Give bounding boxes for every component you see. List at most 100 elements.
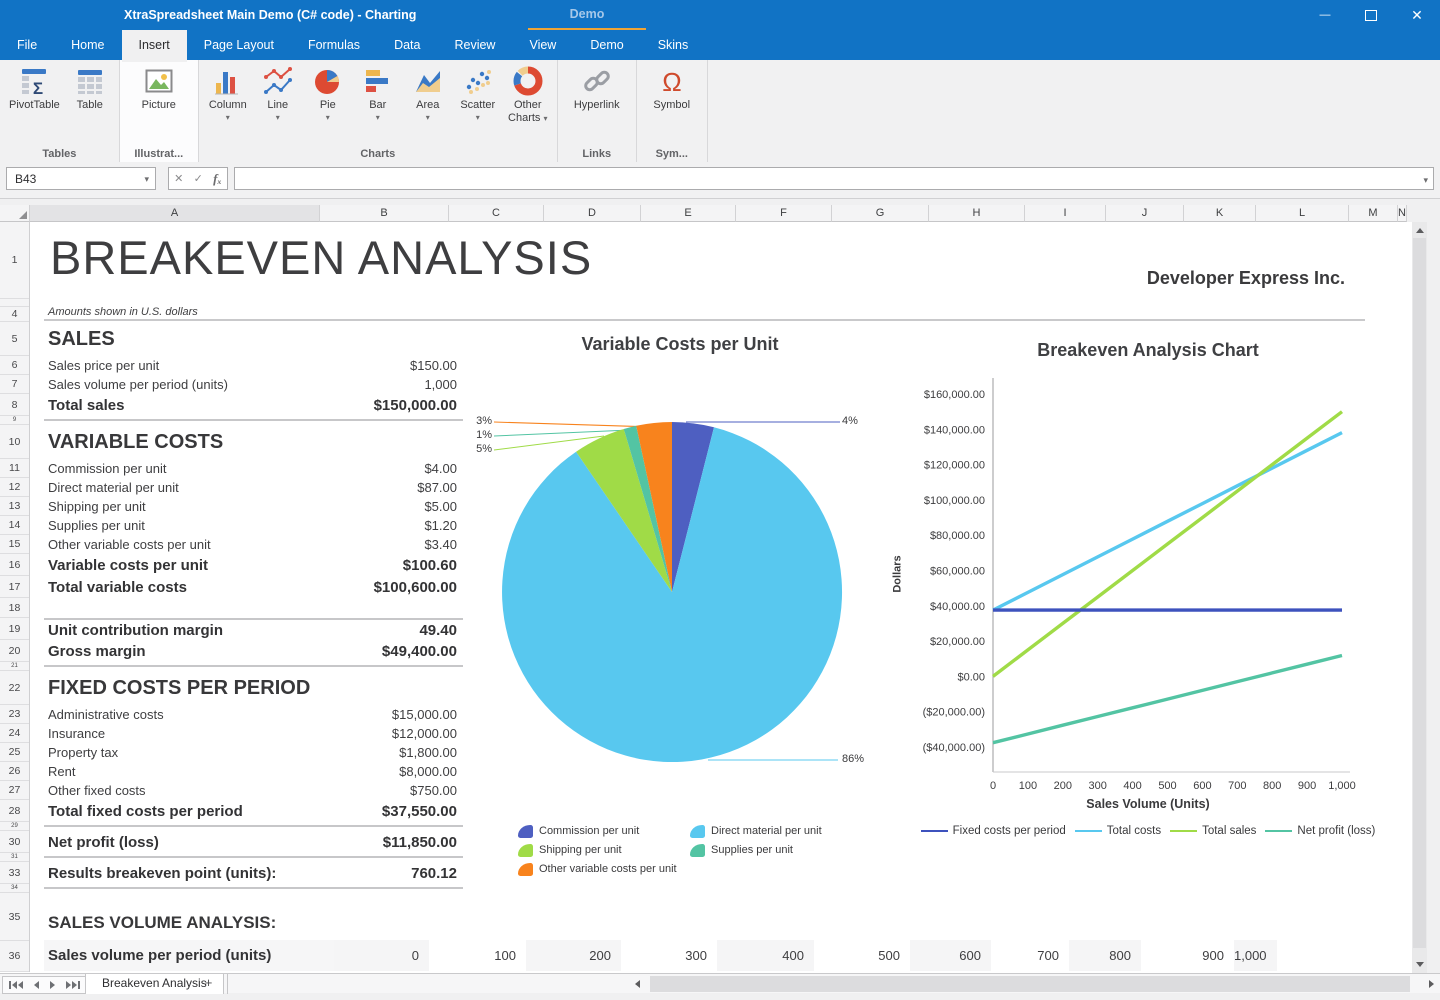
row-header[interactable]: 31	[0, 853, 29, 862]
formula-input[interactable]: ▾	[234, 167, 1434, 190]
row-header-collapsed[interactable]	[0, 299, 29, 307]
table-row[interactable]: SALES	[44, 322, 463, 356]
volume-cell[interactable]: 300	[685, 948, 707, 963]
ribbon-tab[interactable]: Skins	[657, 38, 689, 52]
table-button[interactable]: Table	[65, 63, 115, 114]
vertical-scroll-thumb[interactable]	[1413, 238, 1426, 948]
table-row[interactable]: Direct material per unit $87.00	[44, 478, 463, 497]
row-header[interactable]: 35	[0, 893, 29, 941]
next-sheet-icon[interactable]	[49, 981, 55, 989]
scatter-chart-button[interactable]: Scatter ▾	[453, 63, 503, 126]
volume-cell[interactable]: 500	[878, 948, 900, 963]
last-sheet-icon[interactable]	[65, 981, 80, 989]
column-chart-button[interactable]: Column ▾	[203, 63, 253, 126]
table-row[interactable]	[44, 598, 463, 618]
row-header[interactable]: 25	[0, 743, 29, 762]
table-row[interactable]: Results breakeven point (units): 760.12	[44, 862, 463, 884]
row-header[interactable]: 17	[0, 576, 29, 598]
confirm-entry-icon[interactable]: ✓	[193, 173, 203, 185]
row-header[interactable]: 12	[0, 478, 29, 497]
column-header[interactable]: L	[1256, 205, 1349, 222]
table-row[interactable]: Commission per unit $4.00	[44, 459, 463, 478]
row-header[interactable]: 4	[0, 307, 29, 322]
volume-cell[interactable]: 700	[1037, 948, 1059, 963]
column-header[interactable]: K	[1184, 205, 1256, 222]
ribbon-tab[interactable]: Formulas	[307, 38, 361, 52]
table-row[interactable]: Total sales $150,000.00	[44, 394, 463, 416]
column-header[interactable]: I	[1025, 205, 1106, 222]
formula-bar-expand-icon[interactable]: ▾	[1423, 175, 1428, 185]
row-header[interactable]: 30	[0, 831, 29, 853]
table-row[interactable]: Total variable costs $100,600.00	[44, 576, 463, 598]
row-header[interactable]: 36	[0, 941, 29, 972]
table-row[interactable]: SALES VOLUME ANALYSIS:	[44, 893, 463, 941]
volume-cell[interactable]: 0	[334, 940, 429, 971]
row-header[interactable]: 5	[0, 322, 29, 356]
table-row[interactable]: Gross margin $49,400.00	[44, 640, 463, 662]
row-header[interactable]: 9	[0, 416, 29, 425]
add-sheet-button[interactable]: +	[190, 974, 228, 994]
table-row[interactable]: Unit contribution margin 49.40	[44, 618, 463, 640]
row-header[interactable]: 33	[0, 862, 29, 884]
table-row[interactable]: Supplies per unit $1.20	[44, 516, 463, 535]
table-row[interactable]: FIXED COSTS PER PERIOD	[44, 671, 463, 705]
vertical-scrollbar[interactable]	[1412, 222, 1427, 973]
row-header[interactable]: 20	[0, 640, 29, 662]
pie-chart-object[interactable]: Variable Costs per Unit 4% 86% 3% 1% 5% …	[468, 330, 892, 890]
volume-cell[interactable]: 100	[494, 948, 516, 963]
sheet-tab-breakeven-analysis[interactable]: Breakeven Analysis	[85, 974, 224, 994]
volume-cell[interactable]: 900	[1202, 948, 1224, 963]
column-header[interactable]: A	[30, 205, 320, 222]
select-all-button[interactable]	[0, 205, 30, 222]
sales-volume-row[interactable]: Sales volume per period (units) 0 100 200 3…	[44, 940, 1277, 971]
table-row[interactable]: Administrative costs $15,000.00	[44, 705, 463, 724]
volume-cell[interactable]: 800	[1069, 940, 1141, 971]
table-row[interactable]: Other variable costs per unit $3.40	[44, 535, 463, 554]
bar-chart-button[interactable]: Bar ▾	[353, 63, 403, 126]
column-header[interactable]: E	[641, 205, 736, 222]
column-header[interactable]: D	[544, 205, 641, 222]
row-header[interactable]: 23	[0, 705, 29, 724]
table-row[interactable]: Property tax $1,800.00	[44, 743, 463, 762]
volume-cell[interactable]: 400	[717, 940, 814, 971]
minimize-button[interactable]: —	[1302, 0, 1348, 30]
scroll-right-icon[interactable]	[1429, 980, 1434, 988]
ribbon-tab[interactable]: Review	[454, 38, 496, 52]
column-header[interactable]: C	[449, 205, 544, 222]
hyperlink-button[interactable]: Hyperlink	[562, 63, 632, 114]
symbol-button[interactable]: Ω Symbol	[653, 67, 691, 111]
row-header[interactable]: 1	[0, 222, 29, 299]
scroll-down-icon[interactable]	[1416, 962, 1424, 967]
ribbon-tab[interactable]: View	[529, 38, 557, 52]
maximize-button[interactable]	[1348, 0, 1394, 30]
column-header[interactable]: G	[832, 205, 929, 222]
insert-function-icon[interactable]: fₓ	[213, 170, 222, 186]
subtitle-cell[interactable]: Amounts shown in U.S. dollars	[48, 306, 198, 318]
ribbon-tab[interactable]: File	[17, 38, 38, 52]
name-box-caret-icon[interactable]: ▾	[144, 174, 149, 184]
volume-cell[interactable]: 200	[526, 940, 621, 971]
sheet-title-cell[interactable]: BREAKEVEN ANALYSIS	[50, 231, 593, 284]
table-row[interactable]	[44, 822, 463, 831]
line-chart-button[interactable]: Line ▾	[253, 63, 303, 126]
area-chart-button[interactable]: Area ▾	[403, 63, 453, 126]
table-row[interactable]: Variable costs per unit $100.60	[44, 554, 463, 576]
volume-cell[interactable]: 600	[910, 940, 991, 971]
ribbon-tab[interactable]: Home	[71, 38, 105, 52]
table-row[interactable]: Insurance $12,000.00	[44, 724, 463, 743]
row-header[interactable]: 8	[0, 394, 29, 416]
row-header[interactable]: 26	[0, 762, 29, 781]
column-header[interactable]: J	[1106, 205, 1184, 222]
horizontal-scroll-thumb[interactable]	[650, 976, 1410, 992]
table-row[interactable]: Shipping per unit $5.00	[44, 497, 463, 516]
pivottable-button[interactable]: Σ PivotTable	[4, 63, 65, 114]
table-row[interactable]	[44, 416, 463, 425]
scroll-up-icon[interactable]	[1416, 228, 1424, 233]
row-header[interactable]: 27	[0, 781, 29, 800]
row-header[interactable]: 11	[0, 459, 29, 478]
ribbon-tab[interactable]: Demo	[590, 38, 624, 52]
column-header[interactable]: N	[1398, 205, 1407, 222]
table-row[interactable]: Sales price per unit $150.00	[44, 356, 463, 375]
row-header[interactable]: 7	[0, 375, 29, 394]
row-header[interactable]: 13	[0, 497, 29, 516]
